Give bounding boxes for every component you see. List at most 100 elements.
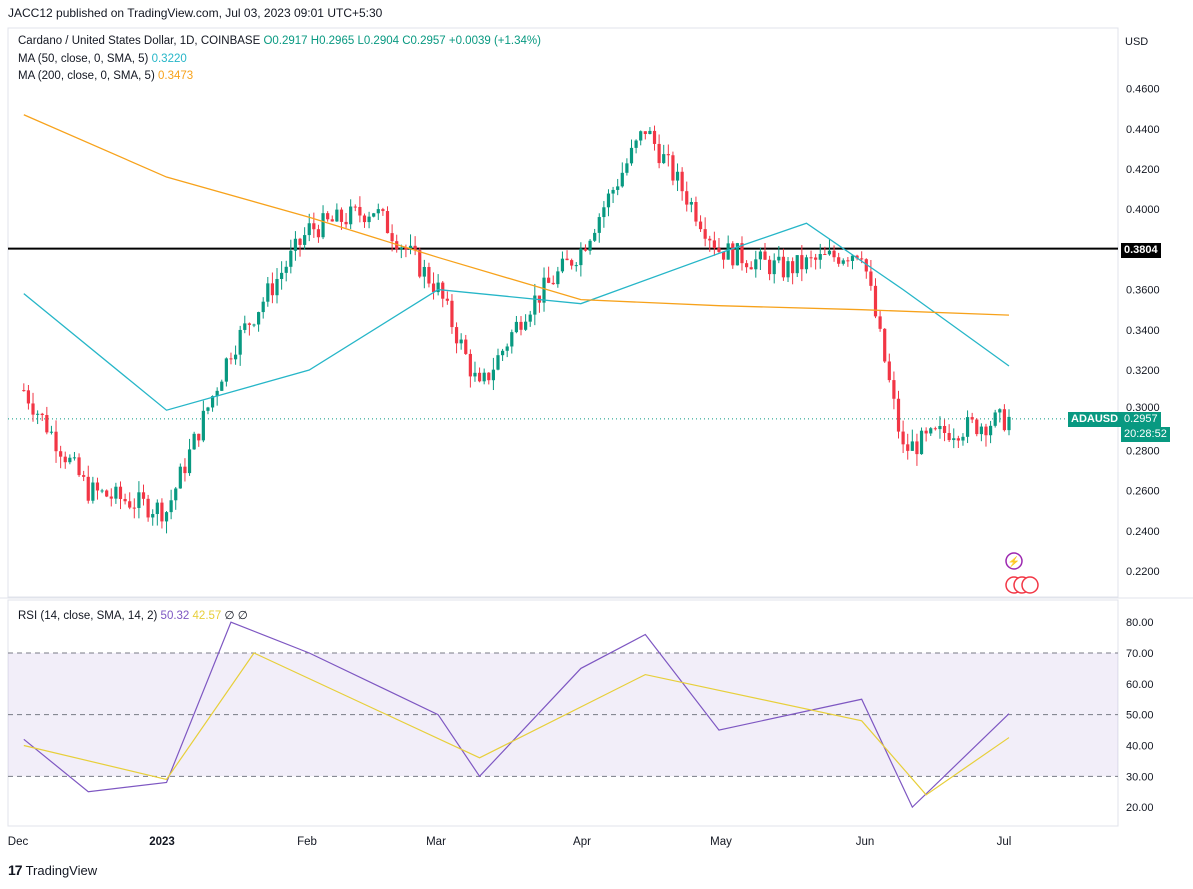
candle-body	[666, 154, 670, 156]
candle-body	[321, 213, 325, 238]
candle-body	[293, 238, 298, 251]
currency-label[interactable]: USD	[1125, 36, 1149, 48]
ma200-value: 0.3473	[157, 70, 194, 82]
candle-body	[993, 412, 997, 426]
candle-body	[593, 232, 597, 241]
candle-body	[970, 417, 974, 420]
candle-body	[919, 430, 924, 455]
candle-body	[634, 140, 638, 148]
candle-body	[657, 143, 661, 164]
candle-body	[395, 241, 399, 250]
ma50-line	[23, 222, 1010, 411]
candle-body	[662, 154, 666, 164]
candle-body	[887, 361, 891, 381]
candle-body	[565, 258, 569, 261]
candle-body	[496, 355, 500, 370]
rsi-legend[interactable]: RSI (14, close, SMA, 14, 2) 50.32 42.57 …	[18, 608, 248, 622]
candle-body	[344, 221, 348, 225]
ma50-legend[interactable]: MA (50, close, 0, SMA, 5) 0.3220	[18, 53, 187, 65]
rsi-tick-label: 20.00	[1126, 802, 1154, 814]
candle-body	[942, 425, 947, 434]
candle-body	[201, 410, 205, 441]
price-tick-label: 0.4600	[1126, 84, 1160, 96]
candle-body	[639, 131, 643, 141]
price-tick-label: 0.2200	[1126, 566, 1160, 578]
candle-body	[72, 457, 77, 459]
candle-body	[174, 488, 178, 501]
rsi-ma-value: 42.57	[192, 610, 222, 622]
candle-body	[560, 258, 565, 272]
candle-body	[464, 339, 468, 354]
candle-body	[418, 250, 422, 277]
candle-body	[280, 272, 284, 279]
candle-body	[542, 277, 546, 303]
candle-body	[533, 295, 537, 315]
candle-body	[570, 260, 574, 266]
candle-body	[45, 415, 49, 433]
economic-event-icon	[1021, 576, 1039, 594]
candle-body	[643, 131, 647, 135]
ma50-label: MA (50, close, 0, SMA, 5)	[18, 53, 149, 65]
candle-body	[427, 266, 431, 284]
candle-body	[160, 502, 164, 522]
candle-body	[791, 261, 795, 274]
candle-body	[353, 206, 357, 208]
candle-body	[256, 312, 261, 325]
candle-body	[22, 390, 26, 392]
candle-body	[952, 438, 956, 441]
candle-body	[652, 130, 657, 144]
candle-body	[303, 235, 307, 245]
candle-body	[878, 316, 882, 329]
candle-body	[358, 206, 362, 216]
candle-body	[413, 245, 417, 251]
candle-body	[758, 251, 763, 260]
ma200-label: MA (200, close, 0, SMA, 5)	[18, 70, 155, 82]
rsi-tick-label: 60.00	[1126, 679, 1154, 691]
candle-body	[726, 243, 730, 260]
candle-body	[307, 223, 311, 236]
candle-body	[261, 301, 265, 313]
price-tick-label: 0.4000	[1126, 204, 1160, 216]
candle-body	[500, 350, 505, 356]
level-badge: 0.3804	[1121, 243, 1161, 258]
candle-body	[795, 255, 799, 274]
candle-body	[482, 372, 486, 382]
candle-body	[855, 255, 859, 259]
candle-body	[422, 266, 426, 277]
candle-body	[146, 498, 150, 518]
candle-body	[938, 425, 942, 430]
candle-body	[947, 433, 951, 441]
candle-body	[574, 265, 578, 267]
candle-body	[740, 243, 744, 264]
candle-body	[680, 171, 684, 192]
candle-body	[224, 358, 228, 382]
candle-body	[694, 201, 698, 222]
candle-body	[178, 466, 182, 489]
candle-body	[929, 428, 933, 434]
candle-body	[620, 172, 624, 187]
candle-body	[487, 372, 491, 381]
candle-body	[109, 496, 113, 499]
candle-body	[132, 507, 136, 509]
candle-body	[266, 283, 270, 302]
tradingview-logo-icon: 17	[8, 862, 23, 878]
candle-body	[924, 430, 928, 434]
candle-body	[473, 372, 477, 377]
candle-body	[385, 211, 390, 234]
candle-body	[118, 486, 123, 499]
candle-body	[86, 476, 90, 501]
candle-body	[59, 451, 63, 457]
price-tick-label: 0.2400	[1126, 526, 1160, 538]
candle-body	[961, 436, 965, 441]
candle-body	[349, 206, 353, 225]
candle-body	[979, 426, 983, 435]
event-lightning-icon	[1005, 552, 1023, 570]
candle-body	[436, 282, 440, 293]
candle-body	[220, 381, 224, 391]
candle-body	[800, 255, 804, 270]
rsi-value: 50.32	[160, 610, 190, 622]
candle-body	[289, 250, 293, 267]
rsi-tick-label: 30.00	[1126, 771, 1154, 783]
ma200-legend[interactable]: MA (200, close, 0, SMA, 5) 0.3473	[18, 70, 193, 82]
